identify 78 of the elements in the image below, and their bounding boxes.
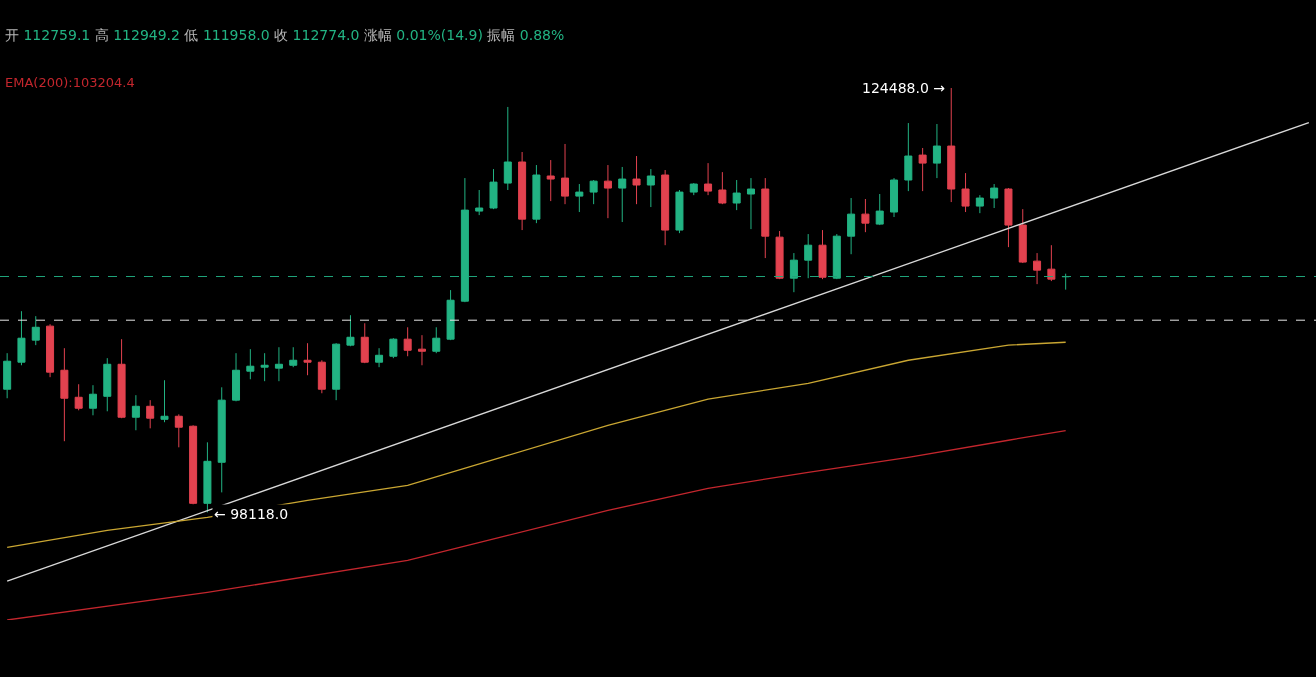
- candlestick: [403, 326, 412, 357]
- candlestick: [746, 177, 755, 230]
- candlestick: [232, 352, 241, 402]
- candlestick: [689, 182, 698, 196]
- candlestick: [575, 183, 584, 213]
- candlestick: [489, 168, 498, 210]
- candlestick: [818, 229, 827, 280]
- candlestick: [532, 164, 541, 224]
- candlestick: [947, 88, 956, 203]
- candlestick: [804, 233, 813, 279]
- candlestick: [274, 346, 283, 382]
- candlestick: [46, 323, 55, 378]
- candlestick: [961, 172, 970, 213]
- candlestick: [475, 189, 484, 216]
- candlestick: [847, 197, 856, 255]
- candlestick: [174, 413, 183, 448]
- candlestick: [375, 347, 384, 368]
- candlestick: [618, 166, 627, 223]
- candlestick: [317, 359, 326, 394]
- candlestick: [160, 379, 169, 423]
- annotation: ← 98118.0: [214, 506, 289, 522]
- candlestick: [918, 147, 927, 192]
- candlestick: [675, 189, 684, 234]
- candlestick: [146, 399, 155, 429]
- candlestick: [832, 233, 841, 280]
- candlestick: [789, 252, 798, 293]
- candlestick: [890, 177, 899, 218]
- candlestick: [975, 194, 984, 214]
- candlestick: [189, 424, 198, 505]
- candlestick: [932, 123, 941, 179]
- candlestick: [31, 315, 40, 346]
- candlestick: [875, 193, 884, 226]
- candlestick: [446, 289, 455, 341]
- candlestick: [503, 106, 512, 191]
- candlestick: [432, 326, 441, 354]
- candlestick: [417, 334, 426, 366]
- candlestick: [632, 155, 641, 205]
- candlestick: [904, 122, 913, 192]
- candlestick: [1004, 187, 1013, 248]
- candlestick: [990, 183, 999, 209]
- candlestick: [246, 348, 255, 380]
- annotation: 124488.0 →: [862, 80, 946, 96]
- candlestick: [704, 162, 713, 196]
- candlestick: [775, 230, 784, 280]
- candlestick: [260, 352, 269, 382]
- candlestick: [17, 310, 26, 366]
- candlestick: [3, 352, 12, 399]
- candlestick: [88, 384, 97, 416]
- candlestick: [131, 394, 140, 431]
- candlestick: [646, 168, 655, 208]
- candlestick: [217, 386, 226, 493]
- candlestick: [117, 338, 126, 419]
- candlestick: [360, 322, 369, 364]
- candlestick: [861, 198, 870, 233]
- candlestick: [761, 177, 770, 259]
- candlestick: [203, 441, 212, 513]
- candlestick: [732, 179, 741, 211]
- candlestick: [718, 171, 727, 205]
- candlestick: [460, 177, 469, 303]
- candlestick: [546, 159, 555, 202]
- candlestick: [518, 151, 527, 231]
- candlestick: [1018, 208, 1027, 264]
- candlestick: [346, 314, 355, 347]
- text: EMA(200):103204.4: [5, 75, 135, 90]
- candlestick: [561, 143, 570, 205]
- candlestick: [289, 346, 298, 368]
- candlestick: [389, 337, 398, 359]
- candlestick: [74, 383, 83, 411]
- candlestick: [60, 347, 69, 442]
- candlestick: [589, 179, 598, 205]
- candlestick: [603, 164, 612, 219]
- candlestick: [303, 342, 312, 376]
- candlestick: [332, 342, 341, 401]
- candlestick: [661, 169, 670, 246]
- candlestick: [103, 357, 112, 412]
- text: 开 112759.1 高 112949.2 低 111958.0 收 112774.0 涨幅 0.01%(14.9) 振幅 0.88%: [5, 27, 565, 43]
- candlestick: [1033, 252, 1042, 285]
- candlestick: [1047, 244, 1056, 282]
